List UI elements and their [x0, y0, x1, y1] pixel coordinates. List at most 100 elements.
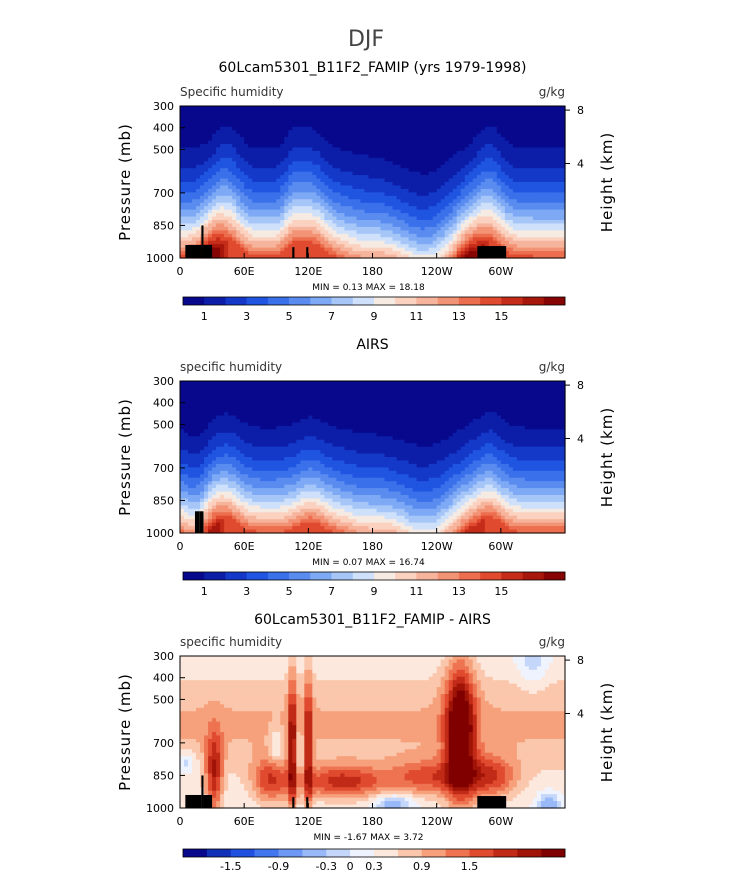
- heat-cell: [320, 247, 325, 252]
- heat-cell: [452, 384, 458, 389]
- heat-cell: [316, 244, 321, 249]
- heat-cell: [200, 161, 205, 166]
- heat-cell: [428, 199, 434, 204]
- heat-cell: [556, 401, 562, 406]
- heat-cell: [344, 137, 350, 142]
- heat-cell: [468, 391, 474, 396]
- heat-cell: [184, 237, 189, 242]
- heat-cell: [260, 254, 265, 259]
- heat-cell: [236, 154, 241, 159]
- heat-cell: [320, 220, 325, 225]
- heat-cell: [472, 216, 478, 221]
- heat-cell: [540, 168, 546, 173]
- heat-cell: [452, 185, 458, 190]
- heat-cell: [264, 394, 269, 399]
- heat-cell: [296, 192, 301, 197]
- heat-cell: [560, 240, 566, 245]
- heat-cell: [316, 164, 321, 169]
- heat-cell: [532, 185, 538, 190]
- heat-cell: [308, 130, 313, 135]
- heat-cell: [188, 384, 193, 389]
- heat-cell: [512, 209, 518, 214]
- heat-cell: [208, 157, 213, 162]
- heat-cell: [360, 226, 366, 231]
- heat-cell: [428, 230, 434, 235]
- heat-cell: [180, 254, 185, 259]
- heat-cell: [228, 154, 233, 159]
- heat-cell: [392, 387, 398, 392]
- heat-cell: [336, 147, 342, 152]
- heat-cell: [344, 123, 350, 128]
- heat-cell: [364, 112, 370, 117]
- heat-cell: [396, 209, 402, 214]
- heat-cell: [460, 223, 466, 228]
- heat-cell: [396, 394, 402, 399]
- heat-cell: [420, 398, 426, 403]
- heat-cell: [472, 178, 478, 183]
- heat-cell: [516, 213, 522, 218]
- heat-cell: [304, 237, 309, 242]
- heat-cell: [388, 109, 394, 114]
- heat-cell: [428, 254, 434, 259]
- heat-cell: [188, 209, 193, 214]
- heat-cell: [252, 220, 257, 225]
- heat-cell: [340, 192, 346, 197]
- heat-cell: [268, 237, 273, 242]
- heat-cell: [216, 254, 221, 259]
- heat-cell: [540, 164, 546, 169]
- heat-cell: [236, 195, 241, 200]
- heat-cell: [512, 394, 518, 399]
- heat-cell: [548, 182, 554, 187]
- heat-cell: [200, 387, 205, 392]
- heat-cell: [280, 168, 285, 173]
- heat-cell: [472, 220, 478, 225]
- heat-cell: [516, 116, 522, 121]
- heat-cell: [500, 391, 506, 396]
- heat-cell: [540, 381, 546, 386]
- heat-cell: [344, 391, 350, 396]
- heat-cell: [348, 164, 354, 169]
- heat-cell: [504, 254, 510, 259]
- heat-cell: [452, 168, 458, 173]
- heat-cell: [412, 247, 418, 252]
- heat-cell: [372, 216, 378, 221]
- heat-cell: [284, 237, 289, 242]
- heat-cell: [436, 401, 442, 406]
- heat-cell: [272, 405, 277, 410]
- heat-cell: [220, 168, 225, 173]
- heat-cell: [524, 226, 530, 231]
- heat-cell: [504, 126, 510, 131]
- heat-cell: [348, 192, 354, 197]
- heat-cell: [480, 206, 486, 211]
- heat-cell: [348, 157, 354, 162]
- heat-cell: [460, 240, 466, 245]
- heat-cell: [284, 185, 289, 190]
- heat-cell: [368, 391, 374, 396]
- heat-cell: [324, 133, 329, 138]
- heat-cell: [344, 161, 350, 166]
- heat-cell: [224, 405, 229, 410]
- heat-cell: [396, 226, 402, 231]
- heat-cell: [344, 106, 350, 111]
- heat-cell: [256, 171, 261, 176]
- heat-cell: [200, 381, 205, 386]
- heat-cell: [408, 394, 414, 399]
- heat-cell: [212, 106, 217, 111]
- heat-cell: [524, 254, 530, 259]
- heat-cell: [292, 130, 297, 135]
- heat-cell: [240, 144, 245, 149]
- heat-cell: [468, 233, 474, 238]
- heat-cell: [220, 209, 225, 214]
- heat-cell: [412, 175, 418, 180]
- heat-cell: [480, 223, 486, 228]
- heat-cell: [436, 112, 442, 117]
- heat-cell: [552, 209, 558, 214]
- heat-cell: [512, 112, 518, 117]
- heat-cell: [536, 119, 542, 124]
- heat-cell: [428, 109, 434, 114]
- heat-cell: [548, 171, 554, 176]
- heat-cell: [380, 112, 386, 117]
- heat-cell: [368, 230, 374, 235]
- heat-cell: [296, 394, 301, 399]
- heat-cell: [260, 398, 265, 403]
